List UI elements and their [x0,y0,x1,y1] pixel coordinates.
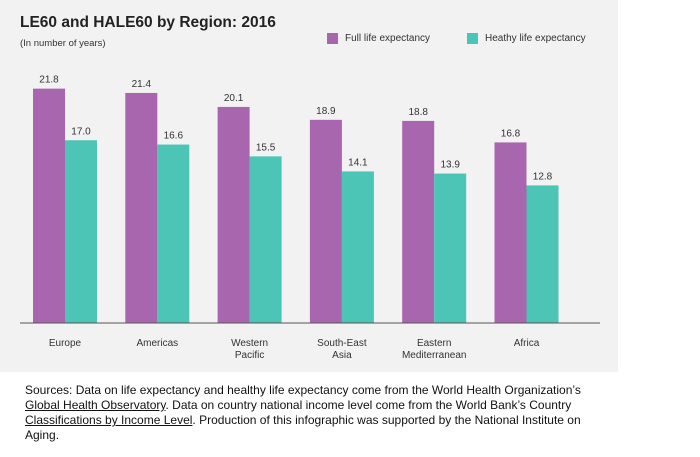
bar-full-5 [494,142,527,323]
bar-healthy-3 [341,171,374,323]
data-label-full-3: 18.9 [316,106,336,117]
data-label-healthy-5: 12.8 [533,171,553,182]
data-label-healthy-4: 13.9 [440,160,460,171]
income-classifications-link[interactable]: Classifications by Income Level [25,413,193,427]
data-label-full-2: 20.1 [224,93,244,104]
sources-text-suffix: . Production of this infographic was sup… [25,413,581,442]
chart-title: LE60 and HALE60 by Region: 2016 [20,14,276,31]
bar-full-4 [402,120,435,324]
bar-healthy-0 [65,140,97,323]
data-label-healthy-1: 16.6 [164,131,184,142]
legend-item-healthy-life: Heathy life expectancy [467,31,586,45]
bar-full-1 [125,92,158,323]
category-label-3: South-East Asia [317,338,367,361]
data-label-full-1: 21.4 [132,79,152,90]
category-label-1: Americas [136,338,178,349]
data-label-full-4: 18.8 [408,107,428,118]
bar-healthy-2 [249,156,282,323]
bar-chart: 21.8 17.0 Europe 21.4 16.6 Americas 20.1 15.5 We… [20,75,600,361]
category-label-2: Western Pacific [231,338,268,361]
legend-item-full-life: Full life expectancy [327,31,430,45]
data-label-healthy-3: 14.1 [348,157,368,168]
sources-text-middle: . Data on country national income level … [165,398,572,412]
sources-text-prefix: Sources: Data on life expectancy and hea… [25,383,581,397]
legend-swatch-full-life [327,32,338,44]
chart-subtitle: (In number of years) [20,38,106,49]
category-label-5: Africa [514,338,540,349]
bar-full-0 [33,88,65,324]
bar-healthy-4 [434,173,467,323]
bar-full-3 [309,119,342,323]
global-health-observatory-link[interactable]: Global Health Observatory [25,398,166,412]
bar-healthy-1 [157,144,190,323]
bar-full-2 [217,106,250,323]
legend-label-healthy-life: Heathy life expectancy [485,32,586,44]
legend-swatch-healthy-life [467,32,478,44]
bar-healthy-5 [526,185,559,323]
data-label-full-5: 16.8 [501,128,521,139]
legend-label-full-life: Full life expectancy [345,32,431,44]
data-label-healthy-0: 17.0 [71,126,91,137]
sources-note: Sources: Data on life expectancy and hea… [25,383,615,443]
data-label-full-0: 21.8 [39,75,59,86]
category-label-4: Eastern Mediterranean [402,338,466,361]
data-label-healthy-2: 15.5 [256,142,276,153]
category-label-0: Europe [49,338,82,349]
